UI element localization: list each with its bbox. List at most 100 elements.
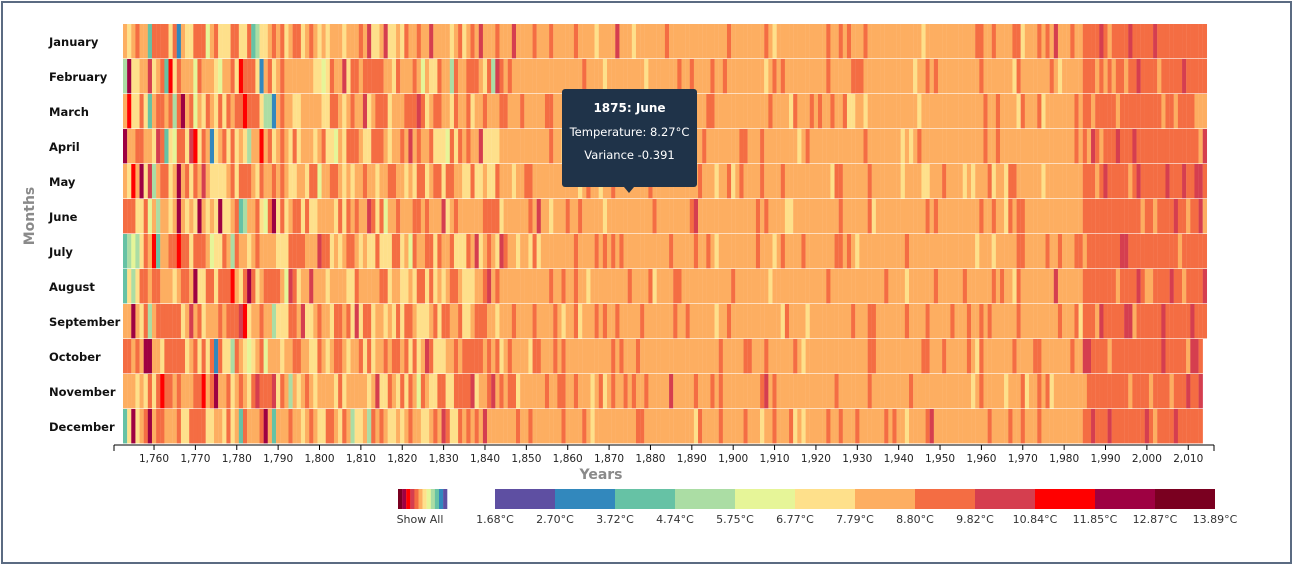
heatmap-cell[interactable]	[983, 59, 988, 94]
heatmap-cell[interactable]	[573, 339, 579, 374]
heatmap-cell[interactable]	[255, 24, 260, 59]
heatmap-cell[interactable]	[892, 94, 897, 129]
heatmap-cell[interactable]	[714, 129, 719, 164]
heatmap-cell[interactable]	[909, 164, 914, 199]
heatmap-cell[interactable]	[1000, 59, 1005, 94]
heatmap-cell[interactable]	[1157, 59, 1162, 94]
heatmap-cell[interactable]	[780, 199, 786, 234]
heatmap-cell[interactable]	[801, 374, 806, 409]
heatmap-cell[interactable]	[884, 24, 889, 59]
heatmap-cell[interactable]	[875, 269, 881, 304]
heatmap-cell[interactable]	[718, 234, 723, 269]
heatmap-cell[interactable]	[623, 339, 628, 374]
heatmap-cell[interactable]	[1028, 374, 1034, 409]
heatmap-cell[interactable]	[896, 94, 901, 129]
heatmap-cell[interactable]	[660, 304, 666, 339]
heatmap-cell[interactable]	[764, 339, 769, 374]
heatmap-cell[interactable]	[263, 304, 268, 339]
legend-swatch[interactable]	[1035, 489, 1095, 509]
heatmap-cell[interactable]	[623, 304, 628, 339]
heatmap-cell[interactable]	[143, 234, 148, 269]
heatmap-cell[interactable]	[1045, 409, 1050, 444]
heatmap-cell[interactable]	[379, 339, 384, 374]
heatmap-cell[interactable]	[305, 374, 310, 409]
heatmap-cell[interactable]	[139, 59, 144, 94]
heatmap-cell[interactable]	[644, 59, 649, 94]
heatmap-cell[interactable]	[1000, 129, 1005, 164]
heatmap-cell[interactable]	[1000, 234, 1005, 269]
heatmap-cell[interactable]	[855, 59, 860, 94]
heatmap-cell[interactable]	[673, 59, 678, 94]
heatmap-cell[interactable]	[271, 199, 277, 234]
heatmap-cell[interactable]	[499, 129, 504, 164]
heatmap-cell[interactable]	[172, 59, 177, 94]
heatmap-cell[interactable]	[449, 24, 455, 59]
heatmap-cell[interactable]	[255, 234, 260, 269]
heatmap-cell[interactable]	[1099, 304, 1104, 339]
heatmap-cell[interactable]	[615, 269, 620, 304]
heatmap-cell[interactable]	[139, 409, 144, 444]
heatmap-cell[interactable]	[780, 409, 786, 444]
heatmap-cell[interactable]	[238, 304, 244, 339]
heatmap-cell[interactable]	[648, 59, 653, 94]
heatmap-cell[interactable]	[524, 409, 529, 444]
heatmap-cell[interactable]	[602, 269, 608, 304]
heatmap-cell[interactable]	[313, 374, 318, 409]
heatmap-cell[interactable]	[1161, 339, 1166, 374]
heatmap-cell[interactable]	[892, 339, 897, 374]
heatmap-cell[interactable]	[1115, 234, 1121, 269]
heatmap-cell[interactable]	[871, 374, 877, 409]
heatmap-cell[interactable]	[991, 164, 997, 199]
heatmap-cell[interactable]	[420, 164, 426, 199]
heatmap-cell[interactable]	[1078, 94, 1083, 129]
heatmap-cell[interactable]	[954, 269, 959, 304]
heatmap-cell[interactable]	[375, 129, 380, 164]
heatmap-cell[interactable]	[147, 374, 153, 409]
heatmap-cell[interactable]	[726, 269, 732, 304]
heatmap-cell[interactable]	[288, 59, 293, 94]
heatmap-cell[interactable]	[255, 199, 260, 234]
heatmap-cell[interactable]	[391, 24, 397, 59]
heatmap-cell[interactable]	[660, 234, 666, 269]
heatmap-cell[interactable]	[135, 409, 140, 444]
heatmap-cell[interactable]	[445, 129, 450, 164]
heatmap-cell[interactable]	[197, 164, 202, 199]
heatmap-cell[interactable]	[1140, 234, 1145, 269]
heatmap-cell[interactable]	[937, 164, 943, 199]
heatmap-cell[interactable]	[830, 59, 835, 94]
heatmap-cell[interactable]	[1190, 234, 1195, 269]
heatmap-cell[interactable]	[458, 339, 463, 374]
heatmap-cell[interactable]	[1004, 409, 1009, 444]
heatmap-cell[interactable]	[722, 94, 728, 129]
heatmap-cell[interactable]	[971, 304, 976, 339]
heatmap-cell[interactable]	[482, 339, 488, 374]
heatmap-cell[interactable]	[478, 24, 484, 59]
heatmap-cell[interactable]	[1066, 129, 1071, 164]
heatmap-cell[interactable]	[598, 59, 604, 94]
heatmap-cell[interactable]	[474, 164, 479, 199]
heatmap-cell[interactable]	[726, 24, 732, 59]
heatmap-cell[interactable]	[826, 164, 831, 199]
heatmap-cell[interactable]	[362, 94, 368, 129]
heatmap-cell[interactable]	[429, 234, 434, 269]
heatmap-cell[interactable]	[797, 129, 802, 164]
heatmap-cell[interactable]	[214, 269, 219, 304]
heatmap-cell[interactable]	[474, 24, 479, 59]
heatmap-cell[interactable]	[362, 164, 368, 199]
heatmap-cell[interactable]	[1062, 59, 1067, 94]
heatmap-cell[interactable]	[1086, 24, 1092, 59]
heatmap-cell[interactable]	[197, 374, 202, 409]
heatmap-cell[interactable]	[131, 339, 136, 374]
heatmap-cell[interactable]	[470, 164, 475, 199]
heatmap-cell[interactable]	[127, 24, 132, 59]
heatmap-cell[interactable]	[880, 59, 885, 94]
heatmap-cell[interactable]	[710, 59, 715, 94]
heatmap-cell[interactable]	[540, 164, 546, 199]
heatmap-cell[interactable]	[793, 164, 798, 199]
heatmap-cell[interactable]	[689, 304, 695, 339]
heatmap-cell[interactable]	[1091, 199, 1096, 234]
heatmap-cell[interactable]	[867, 409, 872, 444]
heatmap-cell[interactable]	[925, 234, 930, 269]
heatmap-cell[interactable]	[1144, 339, 1150, 374]
heatmap-cell[interactable]	[325, 24, 330, 59]
